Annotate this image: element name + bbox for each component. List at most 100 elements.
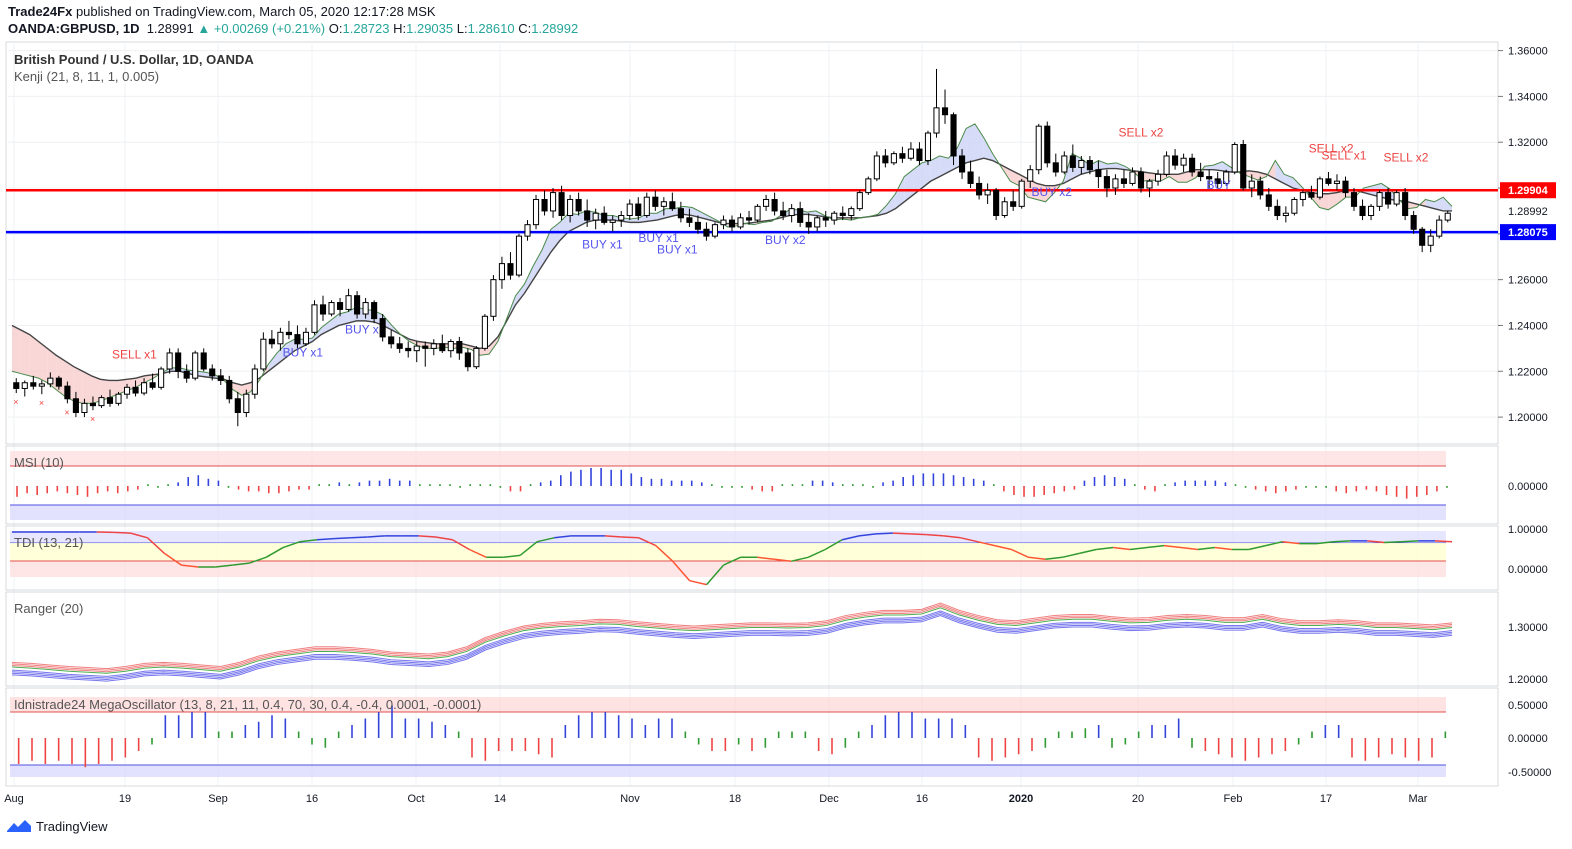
tdi-seg-44 [757, 556, 775, 560]
candle-body-1 [21, 382, 28, 389]
kenji-fill-109 [974, 123, 984, 161]
candle-body-6 [64, 385, 71, 400]
candle-body-144 [1240, 144, 1247, 189]
kenji-fill-51 [462, 343, 472, 350]
candle-body-98 [848, 208, 855, 217]
candle-body-57 [498, 263, 505, 281]
chart-title: British Pound / U.S. Dollar, 1D, OANDA [14, 52, 254, 67]
tdi-seg-62 [1062, 552, 1080, 559]
kenji-legend: Kenji (21, 8, 11, 1, 0.005) [14, 69, 159, 84]
candle-body-12 [115, 393, 122, 404]
candle-body-152 [1308, 192, 1315, 198]
tdi-seg-73 [1248, 544, 1266, 551]
author-name[interactable]: Trade24Fx [8, 4, 73, 19]
candle-body-94 [814, 217, 821, 228]
low-value: 1.28610 [467, 21, 515, 36]
kenji-fill-162 [1443, 197, 1452, 211]
tdi-seg-30 [519, 541, 538, 556]
signal-label-5: BUY x1 [657, 242, 698, 256]
tdi-seg-13 [232, 562, 250, 566]
time-axis[interactable]: Aug 19 Sep 16 Oct 14 Nov 18 Dec 16 2020 20 Feb 17 Mar [4, 793, 1428, 805]
time-tick-label-0: Aug [4, 793, 24, 805]
candle-body-134 [1154, 173, 1162, 182]
candle-body-16 [149, 382, 156, 388]
candle-body-89 [771, 198, 778, 212]
candle-body-47 [413, 345, 420, 352]
candle-body-91 [788, 208, 795, 217]
price-axis[interactable]: 1.360001.340001.320001.300001.280001.260… [1498, 46, 1556, 425]
candle-body-68 [592, 212, 599, 221]
brand-name: TradingView [36, 818, 108, 834]
ind-tick-label-2: 0.00000 [1508, 564, 1548, 576]
candle-body-123 [1061, 155, 1068, 173]
ranger-line-3 [11, 607, 1453, 674]
candle-body-143 [1231, 144, 1238, 173]
candle-body-102 [882, 155, 889, 164]
candle-body-106 [916, 148, 923, 162]
candle-body-61 [532, 198, 540, 226]
candle-body-93 [805, 221, 812, 228]
candle-body-25 [226, 379, 233, 400]
candle-body-65 [567, 198, 574, 217]
tdi-seg-75 [1282, 540, 1300, 545]
kenji-fill-31 [285, 339, 295, 358]
candle-body-17 [158, 368, 165, 388]
kenji-fill-145 [1292, 177, 1302, 191]
kenji-fill-14 [135, 375, 145, 388]
ranger-line-7 [11, 615, 1453, 682]
msi-histogram [16, 468, 1448, 499]
signal-label-4: BUY x1 [638, 231, 679, 245]
price-tick-label-5: 1.26000 [1508, 275, 1548, 287]
tdi-seg-29 [503, 554, 521, 559]
kenji-fill-10 [100, 379, 110, 402]
candle-body-112 [967, 171, 974, 184]
candle-body-151 [1299, 192, 1306, 200]
sell-cross-6: × [64, 407, 69, 417]
open-value: 1.28723 [342, 21, 390, 36]
kenji-fill-25 [232, 382, 242, 396]
sell-cross-9: × [90, 414, 95, 424]
tdi-seg-24 [418, 535, 436, 538]
candle-body-24 [217, 375, 224, 381]
candle-body-7 [72, 398, 79, 414]
candle-body-88 [763, 198, 770, 207]
candle-body-20 [183, 370, 190, 379]
kenji-fill-59 [533, 249, 543, 280]
candle-body-34 [302, 331, 310, 345]
candle-body-87 [754, 205, 761, 221]
kenji-fill-148 [1319, 193, 1329, 210]
tdi-seg-74 [1265, 540, 1283, 547]
time-tick-label-13: 17 [1320, 793, 1332, 805]
kenji-fill-150 [1337, 190, 1346, 205]
footer[interactable]: TradingView [6, 818, 108, 834]
candle-body-90 [780, 210, 787, 217]
candle-body-126 [1086, 160, 1093, 171]
close-value: 1.28992 [531, 21, 579, 36]
candle-body-139 [1197, 171, 1204, 178]
candle-body-119 [1027, 169, 1034, 182]
kenji-fill-103 [921, 160, 931, 189]
tdi-seg-7 [130, 532, 148, 539]
tdi-seg-48 [824, 539, 843, 551]
candle-body-120 [1035, 125, 1042, 171]
candle-body-56 [490, 279, 497, 317]
tdi-seg-10 [181, 564, 199, 568]
tdi-seg-31 [537, 537, 555, 543]
tdi-seg-77 [1316, 540, 1334, 545]
candle-body-45 [396, 343, 403, 349]
high-label: H: [393, 21, 407, 36]
candle-body-54 [473, 347, 480, 368]
price-tag-label-0: 1.29904 [1508, 185, 1549, 197]
tdi-seg-36 [621, 536, 639, 539]
candle-body-101 [873, 155, 880, 180]
tdi-seg-80 [1367, 540, 1385, 544]
kenji-fill-110 [983, 137, 993, 161]
kenji-fill-1 [20, 330, 30, 376]
tdi-seg-26 [452, 539, 470, 551]
kenji-fill-130 [1160, 174, 1170, 182]
tdi-seg-64 [1096, 546, 1114, 551]
candle-body-30 [268, 338, 275, 345]
tdi-seg-53 [909, 533, 927, 536]
kenji-slow-line [11, 157, 1452, 386]
